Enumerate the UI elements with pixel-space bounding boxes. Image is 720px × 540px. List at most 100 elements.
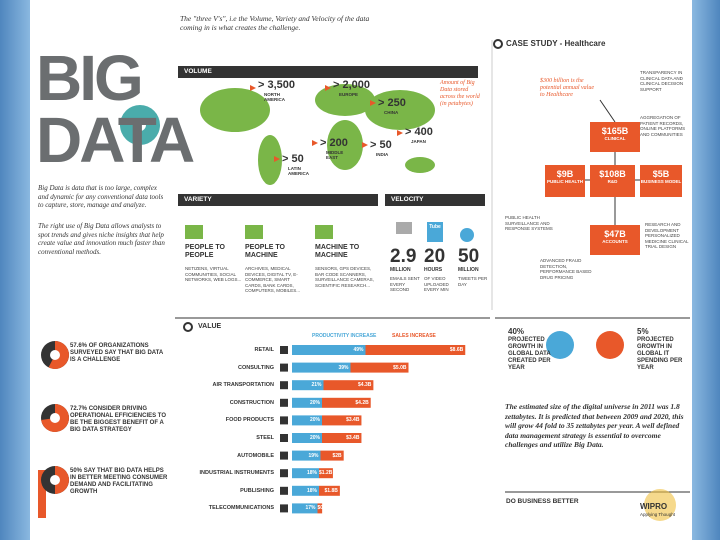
- growth-icon: [596, 331, 624, 359]
- category-label: RETAIL: [254, 347, 274, 353]
- health-value: $165B: [601, 126, 629, 136]
- productivity-bar: [292, 503, 318, 514]
- digital-universe: The estimated size of the digital univer…: [505, 402, 684, 449]
- category-label: TELECOMMUNICATIONS: [208, 505, 274, 512]
- icon: [315, 225, 333, 239]
- logo: BIG: [36, 42, 144, 114]
- section-band: VARIETY: [178, 194, 378, 206]
- youtube-icon: [427, 222, 443, 242]
- sales-label: $8.6B: [449, 347, 464, 353]
- productivity-bar: [292, 345, 366, 355]
- health-note: ADVANCED FRAUD DETECTION, PERFORMANCE BA…: [540, 258, 592, 280]
- region-value: > 200: [320, 137, 348, 149]
- icon: [280, 451, 288, 460]
- potential: $300 billion is the potential annual val…: [540, 78, 594, 98]
- region-value: > 2,000: [333, 79, 371, 91]
- sales-label: $3.4B: [346, 435, 360, 441]
- icon: [280, 416, 288, 425]
- case-study-title: CASE STUDY - Healthcare: [506, 39, 606, 48]
- productivity-bar: [292, 397, 322, 408]
- health-value: $5B: [652, 169, 670, 179]
- stat-pie: [55, 466, 69, 494]
- stat-text: SAY THAT BIG DATA HELPS IN BETTER MEETIN…: [70, 468, 168, 495]
- sales-label: $5.0B: [393, 364, 407, 371]
- icon: [280, 434, 288, 442]
- value-title: VALUE: [198, 323, 222, 330]
- sales-label: $4.2B: [355, 399, 369, 406]
- health-box: $165B CLINICAL: [590, 122, 640, 152]
- productivity-label: 21%: [311, 382, 322, 389]
- health-box: $108B R&D: [590, 165, 635, 197]
- legend-label: PRODUCTIVITY INCREASE: [312, 333, 377, 339]
- productivity-label: 20%: [309, 417, 320, 424]
- stat-text: CONSIDER DRIVING OPERATIONAL EFFICIENCIE…: [70, 406, 167, 433]
- productivity-bar: [292, 485, 319, 496]
- category-label: STEEL: [256, 435, 274, 441]
- sales-bar: [317, 503, 323, 514]
- sales-bar: [319, 485, 340, 496]
- region-name: EUROPE: [339, 92, 359, 97]
- health-box: $47B ACCOUNTS: [590, 225, 640, 255]
- growth-text: PROJECTED GROWTH IN GLOBAL IT SPENDING P…: [637, 337, 683, 371]
- stat-hole: [50, 413, 60, 423]
- region-name: JAPAN: [411, 139, 426, 144]
- section-band: VOLUME: [178, 66, 478, 78]
- health-label: ACCOUNTS: [602, 239, 628, 244]
- productivity-bar: [292, 468, 319, 479]
- region-value: > 50: [370, 139, 392, 151]
- icon: [245, 225, 263, 239]
- productivity-label: 49%: [353, 347, 364, 353]
- region-name: LATIN AMERICA: [288, 166, 309, 176]
- stat-label: 50%: [70, 468, 83, 474]
- icon: [280, 381, 288, 390]
- legend-label: SALES INCREASE: [392, 333, 436, 339]
- velocity-text: EMAILS SENT EVERY SECOND: [390, 276, 420, 292]
- definition: Big Data is data that is too large, comp…: [38, 184, 164, 209]
- productivity-label: 20%: [309, 399, 320, 406]
- productivity-label: 18%: [306, 470, 317, 477]
- icon: [280, 398, 288, 407]
- icon: [280, 363, 288, 372]
- stat-bar: [38, 470, 46, 518]
- category-label: INDUSTRIAL INSTRUMENTS: [199, 470, 274, 477]
- velocity-text: TWEETS PER DAY: [458, 276, 488, 287]
- icon: [280, 504, 288, 513]
- icon: [280, 486, 288, 495]
- productivity-label: 39%: [338, 364, 349, 371]
- productivity-bar: [292, 362, 351, 373]
- stat-text: OF ORGANIZATIONS SURVEYED SAY THAT BIG D…: [70, 343, 164, 363]
- sales-bar: [322, 433, 362, 443]
- logo-circle: [134, 119, 146, 131]
- growth-icon: [546, 331, 574, 359]
- growth-text: PROJECTED GROWTH IN GLOBAL DATA CREATED …: [508, 337, 551, 371]
- note: Amount of Big Data stored across the wor…: [440, 80, 480, 107]
- health-label: BUSINESS MODEL: [640, 179, 682, 184]
- health-value: $108B: [599, 169, 626, 179]
- stat-label: 72.7%: [70, 406, 88, 412]
- productivity-label: 19%: [308, 452, 319, 459]
- region-name: CHINA: [384, 110, 399, 115]
- sales-bar: [365, 345, 466, 355]
- category-label: AUTOMOBILE: [237, 452, 274, 459]
- sales-label: $1.8B: [324, 487, 338, 494]
- sales-bar: [319, 468, 333, 479]
- velocity-number: 50: [458, 246, 480, 267]
- email-icon: [396, 222, 412, 234]
- productivity-bar: [292, 415, 322, 426]
- icon: [280, 469, 288, 478]
- health-label: R&D: [607, 179, 618, 184]
- variety-text: ARCHIVES, MEDICAL DEVICES, DIGITAL TV, E…: [245, 266, 301, 293]
- category-label: CONSULTING: [238, 364, 274, 371]
- stat-label: 57.6%: [70, 343, 88, 349]
- wipro-logo: [644, 489, 676, 521]
- health-value: $9B: [556, 169, 574, 179]
- variety-title: PEOPLE TO PEOPLE: [185, 244, 225, 259]
- velocity-number: 2.9: [390, 246, 417, 267]
- region-value: > 400: [405, 126, 433, 138]
- productivity-label: 17%: [305, 505, 316, 512]
- health-box: $9B PUBLIC HEALTH: [545, 165, 585, 197]
- slogan: Applying Thought: [640, 512, 675, 517]
- health-label: CLINICAL: [604, 136, 626, 141]
- region-name: NORTH AMERICA: [264, 92, 285, 102]
- health-note: AGGREGATION OF PATIENT RECORDS, ONLINE P…: [640, 115, 686, 137]
